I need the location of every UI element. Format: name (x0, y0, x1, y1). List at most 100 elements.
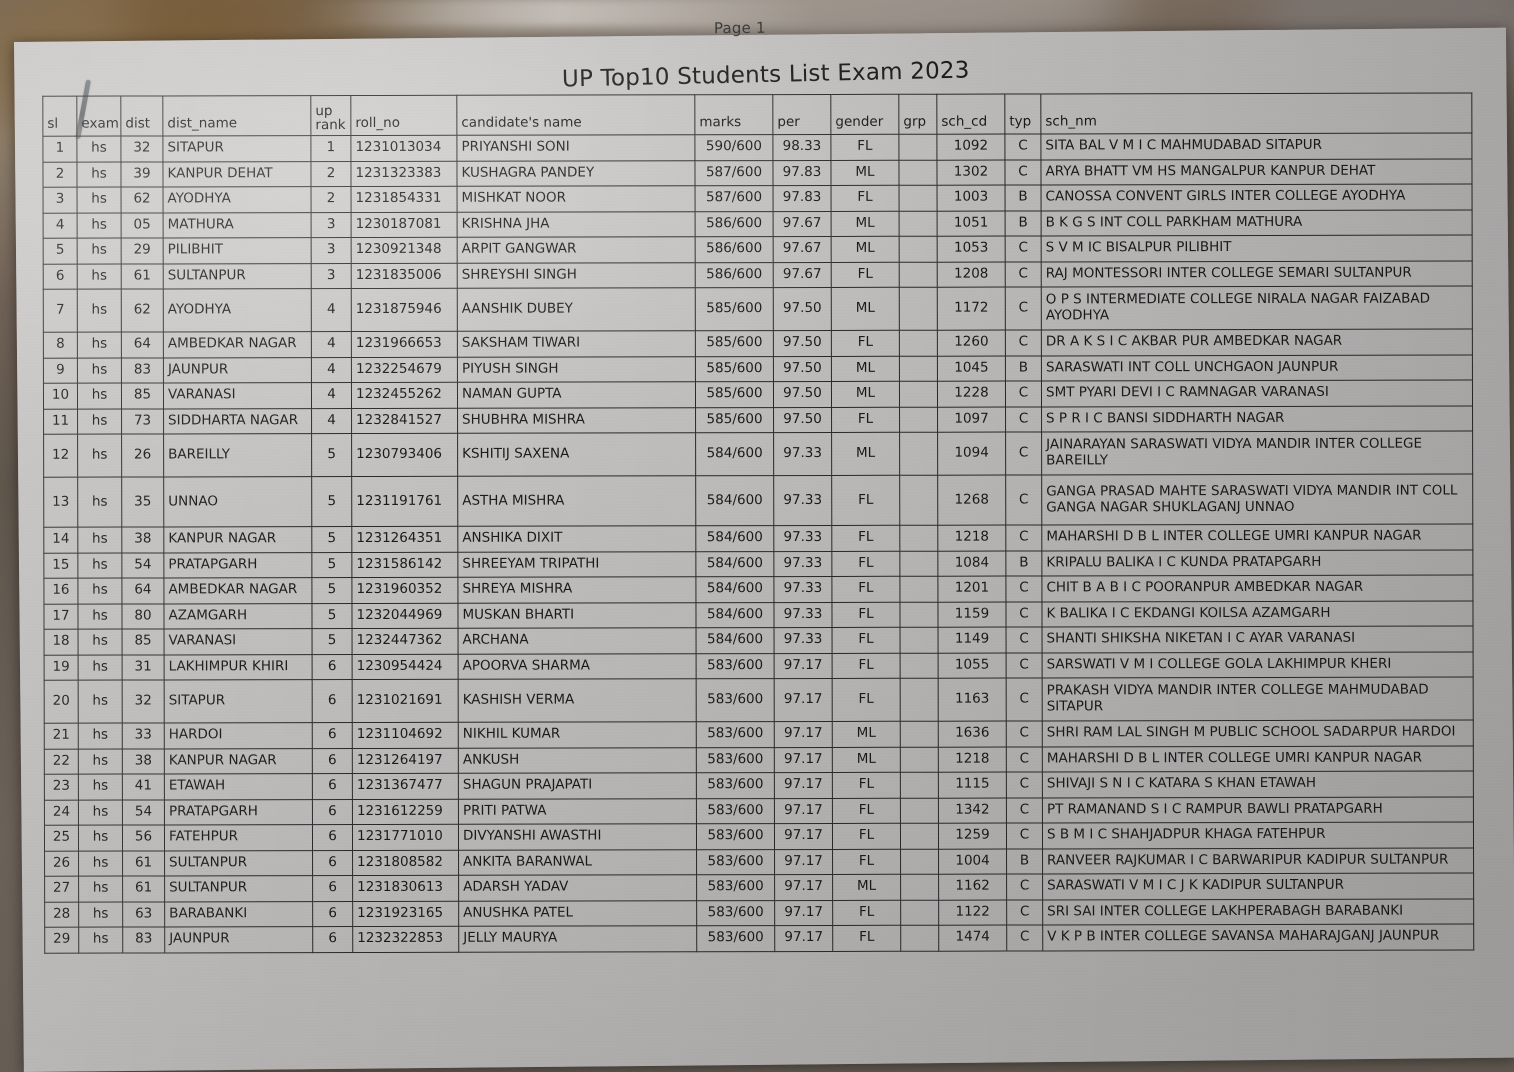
cell-exam: hs (77, 263, 122, 290)
cell-sch-cd: 1228 (937, 381, 1006, 407)
table-row: 3 hs 62 AYODHYA 2 1231854331 MISHKAT NOOR 587/6… (43, 183, 1473, 213)
cell-sch-nm: O P S INTERMEDIATE COLLEGE NIRALA NAGAR … (1041, 285, 1473, 330)
cell-gender: ML (831, 287, 900, 331)
cell-roll-no: 1231367477 (352, 773, 459, 800)
cell-sl: 18 (44, 629, 79, 655)
cell-sch-cd: 1636 (938, 721, 1007, 747)
cell-sch-cd: 1162 (938, 874, 1007, 900)
cell-grp (899, 601, 939, 628)
cell-per: 97.33 (773, 601, 833, 628)
cell-sch-cd: 1268 (937, 475, 1006, 526)
cell-dist-name: SITAPUR (162, 135, 311, 162)
cell-up-rank: 6 (312, 824, 353, 851)
cell-dist-name: SITAPUR (164, 679, 313, 723)
cell-grp (900, 848, 939, 875)
cell-roll-no: 1231808582 (352, 849, 459, 876)
cell-dist-name: PRATAPGARH (163, 552, 312, 578)
cell-up-rank: 6 (312, 773, 353, 800)
cell-dist: 80 (121, 603, 165, 630)
cell-roll-no: 1231835006 (351, 262, 458, 289)
cell-dist: 63 (122, 901, 165, 928)
cell-per: 97.50 (773, 406, 832, 433)
paper-sheet: Page 1 UP Top10 Students List Exam 2023 … (14, 19, 1514, 1072)
cell-dist-name: AYODHYA (163, 288, 312, 332)
cell-dist: 61 (121, 263, 164, 290)
cell-typ: C (1005, 575, 1042, 602)
cell-sl: 22 (44, 748, 79, 775)
printed-content: UP Top10 Students List Exam 2023 sl exam… (42, 57, 1474, 953)
cell-sl: 5 (43, 238, 78, 264)
cell-grp (899, 185, 938, 211)
cell-sch-cd: 1092 (936, 134, 1005, 160)
table-row: 27 hs 61 SULTANPUR 6 1231830613 ADARSH YADAV 58… (44, 872, 1474, 902)
cell-sch-cd: 1084 (937, 550, 1006, 577)
cell-grp (900, 721, 939, 747)
cell-candidate-name: ARCHANA (458, 627, 697, 654)
cell-sch-nm: DR A K S I C AKBAR PUR AMBEDKAR NAGAR (1041, 328, 1473, 356)
cell-roll-no: 1231021691 (352, 679, 459, 723)
cell-grp (899, 432, 938, 476)
cell-roll-no: 1232044969 (351, 602, 459, 629)
cell-per: 97.17 (774, 899, 833, 926)
cell-sch-nm: S V M IC BISALPUR PILIBHIT (1041, 234, 1473, 262)
cell-sl: 12 (43, 434, 78, 478)
cell-sl: 25 (44, 825, 79, 851)
cell-sch-nm: B K G S INT COLL PARKHAM MATHURA (1041, 209, 1473, 236)
cell-exam: hs (77, 187, 122, 213)
cell-marks: 583/600 (696, 747, 775, 773)
cell-dist-name: BARABANKI (164, 901, 313, 927)
cell-exam: hs (77, 408, 122, 435)
cell-roll-no: 1231264197 (352, 747, 459, 774)
cell-sch-cd: 1115 (938, 772, 1007, 798)
cell-per: 97.33 (773, 525, 832, 552)
cell-dist: 41 (122, 773, 165, 800)
cell-marks: 587/600 (695, 185, 774, 212)
cell-roll-no: 1231612259 (352, 798, 459, 825)
cell-exam: hs (77, 578, 122, 604)
table-row: 18 hs 85 VARANASI 5 1232447362 ARCHANA 584/600 9… (44, 625, 1474, 655)
cell-grp (899, 261, 938, 288)
cell-grp (899, 381, 938, 407)
cell-dist-name: UNNAO (163, 476, 312, 527)
cell-dist-name: SULTANPUR (164, 850, 313, 876)
cell-gender: FL (831, 576, 900, 602)
cell-sch-nm: SARASWATI V M I C J K KADIPUR SULTANPUR (1042, 872, 1474, 900)
cell-dist: 31 (122, 654, 165, 681)
cell-per: 97.33 (773, 432, 832, 476)
cell-up-rank: 4 (311, 382, 352, 409)
table-row: 15 hs 54 PRATAPGARH 5 1231586142 SHREEYAM TRIP… (43, 549, 1473, 579)
cell-up-rank: 5 (311, 552, 352, 578)
cell-grp (898, 159, 938, 186)
cell-exam: hs (78, 850, 123, 877)
cell-up-rank: 5 (311, 526, 352, 553)
cell-typ: C (1005, 474, 1042, 526)
column-header-sch-cd: sch_cd (936, 94, 1005, 135)
cell-up-rank: 6 (312, 748, 353, 774)
cell-dist: 73 (121, 408, 164, 435)
cell-candidate-name: ANKUSH (458, 747, 697, 774)
cell-gender: FL (831, 185, 900, 211)
cell-sch-nm: SHRI RAM LAL SINGH M PUBLIC SCHOOL SADAR… (1042, 719, 1474, 747)
cell-exam: hs (77, 603, 123, 630)
table-row: 17 hs 80 AZAMGARH 5 1232044969 MUSKAN BHARTI 58… (43, 600, 1474, 630)
cell-sch-nm: ARYA BHATT VM HS MANGALPUR KANPUR DEHAT (1040, 158, 1473, 185)
cell-sl: 14 (43, 527, 78, 553)
table-row: 4 hs 05 MATHURA 3 1230187081 KRISHNA JHA 586/60… (43, 209, 1473, 239)
cell-per: 98.33 (772, 134, 831, 161)
cell-marks: 583/600 (696, 823, 775, 850)
table-row: 24 hs 54 PRATAPGARH 6 1231612259 PRITI PATWA 58… (44, 796, 1474, 826)
cell-sl: 13 (43, 477, 78, 528)
cell-gender: ML (831, 381, 900, 407)
cell-up-rank: 6 (312, 679, 353, 723)
table-row: 11 hs 73 SIDDHARTA NAGAR 4 1232841527 SHUBHRA … (43, 405, 1473, 435)
cell-marks: 590/600 (694, 134, 773, 161)
cell-marks: 583/600 (696, 900, 775, 926)
cell-roll-no: 1230793406 (351, 433, 458, 477)
cell-exam: hs (77, 212, 122, 239)
cell-dist-name: KANPUR NAGAR (163, 526, 312, 553)
up-rank-label-line2: rank (315, 116, 346, 133)
cell-dist: 32 (120, 135, 163, 162)
cell-sl: 19 (44, 654, 79, 681)
cell-sch-cd: 1342 (938, 797, 1007, 824)
cell-sch-cd: 1149 (938, 627, 1007, 653)
